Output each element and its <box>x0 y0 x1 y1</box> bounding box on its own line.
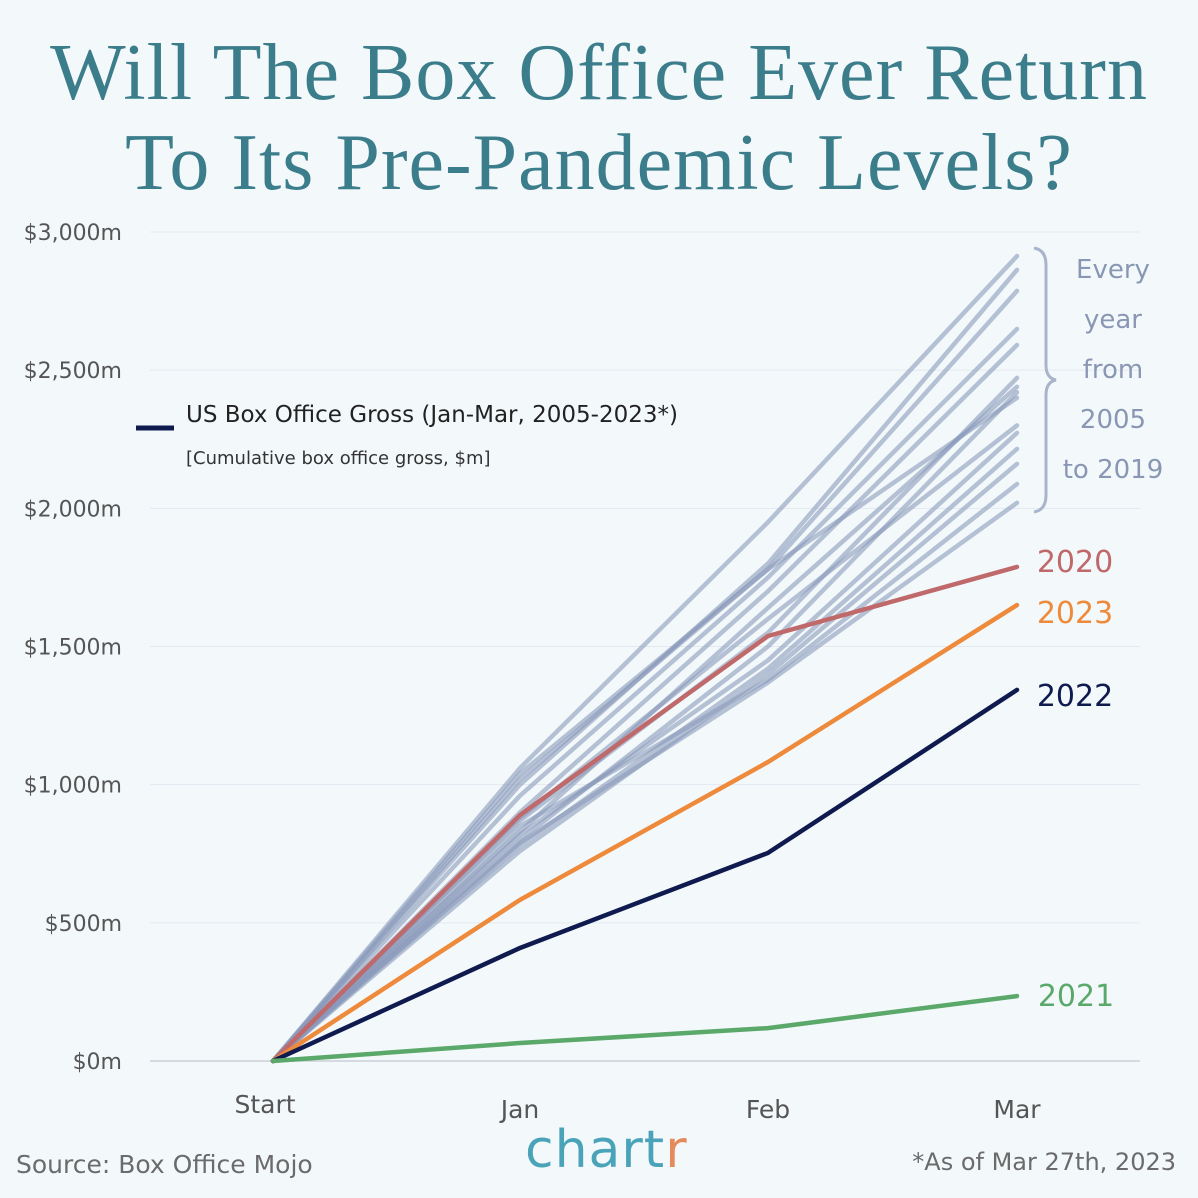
legend-subtitle: [Cumulative box office gross, $m] <box>186 448 491 469</box>
y-tick-label: $3,000m <box>24 221 122 246</box>
series-label-2021: 2021 <box>1038 979 1114 1014</box>
source-note: Source: Box Office Mojo <box>16 1150 313 1179</box>
x-tick-label: Mar <box>993 1095 1041 1124</box>
bracket <box>1033 246 1057 514</box>
y-tick-label: $1,500m <box>24 636 122 661</box>
y-tick-label: $2,000m <box>24 497 122 522</box>
pre-pandemic-year-line <box>270 481 1020 1064</box>
series-line-2021 <box>270 993 1020 1064</box>
bracket-annotation-line: year <box>1084 305 1142 335</box>
bracket-annotation-line: Every <box>1076 255 1150 285</box>
pre-pandemic-year-line <box>270 446 1020 1064</box>
pre-pandemic-year-line <box>270 395 1020 1064</box>
footnote: *As of Mar 27th, 2023 <box>912 1148 1176 1176</box>
series-label-2023: 2023 <box>1037 596 1113 631</box>
y-tick-label: $500m <box>45 912 122 937</box>
y-tick-label: $0m <box>73 1050 122 1075</box>
pre-pandemic-year-line <box>270 500 1020 1064</box>
legend-title: US Box Office Gross (Jan-Mar, 2005-2023*… <box>186 402 678 428</box>
series-label-2020: 2020 <box>1037 545 1113 580</box>
pre-pandemic-year-line <box>270 430 1020 1064</box>
series-line-2020 <box>270 564 1020 1064</box>
pre-pandemic-year-line <box>270 326 1020 1064</box>
bracket-annotation-line: to 2019 <box>1063 455 1164 485</box>
series-label-2022: 2022 <box>1037 679 1113 714</box>
series-line-2022 <box>270 687 1020 1064</box>
y-tick-label: $1,000m <box>24 774 122 799</box>
bracket-annotation-line: 2005 <box>1080 405 1146 435</box>
chartr-logo: chartr <box>525 1120 688 1180</box>
bracket-annotation-line: from <box>1083 355 1144 385</box>
x-tick-label: Jan <box>499 1095 540 1124</box>
x-tick-label: Feb <box>746 1095 790 1124</box>
x-tick-label: Start <box>234 1090 295 1119</box>
chart-title-line1: Will The Box Office Ever Return <box>50 29 1148 117</box>
y-tick-label: $2,500m <box>24 359 122 384</box>
chart-title-line2: To Its Pre-Pandemic Levels? <box>125 119 1073 207</box>
series-line-2023 <box>270 602 1020 1064</box>
